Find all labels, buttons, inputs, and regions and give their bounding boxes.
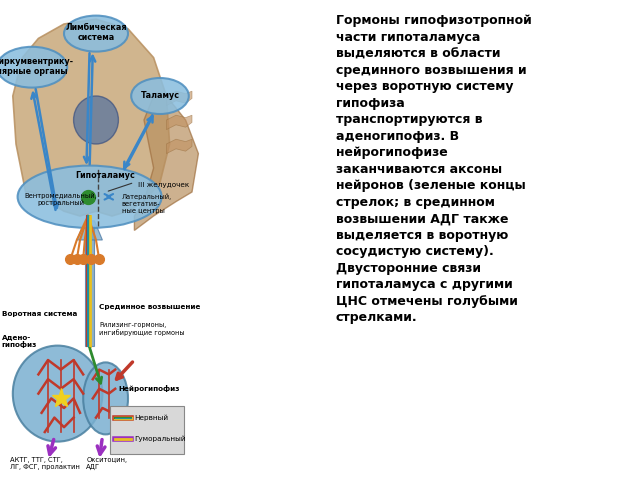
Polygon shape	[166, 139, 192, 154]
Text: Нервный: Нервный	[134, 414, 168, 421]
FancyBboxPatch shape	[111, 406, 184, 454]
Ellipse shape	[64, 15, 128, 51]
Ellipse shape	[74, 96, 118, 144]
Text: Рилизинг-гормоны,
ингибирующие гормоны: Рилизинг-гормоны, ингибирующие гормоны	[99, 322, 185, 336]
Text: Таламус: Таламус	[141, 91, 179, 99]
Text: Воротная система: Воротная система	[2, 312, 77, 317]
Ellipse shape	[17, 166, 161, 228]
Text: Нейрогипофиз: Нейрогипофиз	[118, 385, 180, 392]
Polygon shape	[166, 115, 192, 130]
Polygon shape	[166, 91, 192, 106]
Text: Адено-
гипофиз: Адено- гипофиз	[2, 334, 37, 348]
Ellipse shape	[13, 346, 102, 442]
Text: III желудочек: III желудочек	[138, 182, 189, 188]
Text: Окситоцин,
АДГ: Окситоцин, АДГ	[86, 456, 127, 470]
Polygon shape	[84, 226, 95, 346]
Text: Гормоны гипофизотропной
части гипоталамуса
выделяются в области
срединного возвы: Гормоны гипофизотропной части гипоталаму…	[336, 14, 532, 324]
Text: Срединное возвышение: Срединное возвышение	[99, 304, 200, 310]
Text: АКТГ, ТТГ, СТГ,
ЛГ, ФСГ, пролактин: АКТГ, ТТГ, СТГ, ЛГ, ФСГ, пролактин	[10, 456, 79, 470]
Polygon shape	[134, 96, 198, 230]
Polygon shape	[13, 19, 170, 216]
Ellipse shape	[0, 47, 67, 88]
Polygon shape	[77, 221, 102, 240]
Text: Лимбическая
система: Лимбическая система	[65, 23, 127, 42]
Text: Вентромедиальный,
ростральный: Вентромедиальный, ростральный	[24, 192, 97, 206]
Text: Циркумвентрику-
лярные органы: Циркумвентрику- лярные органы	[0, 57, 73, 76]
Ellipse shape	[83, 362, 128, 434]
Ellipse shape	[131, 78, 189, 114]
Text: Латеральный,
вегетатив-
ные центры: Латеральный, вегетатив- ные центры	[122, 194, 172, 214]
Text: Гипоталамус: Гипоталамус	[76, 171, 136, 180]
Text: Гуморальный: Гуморальный	[134, 436, 186, 443]
